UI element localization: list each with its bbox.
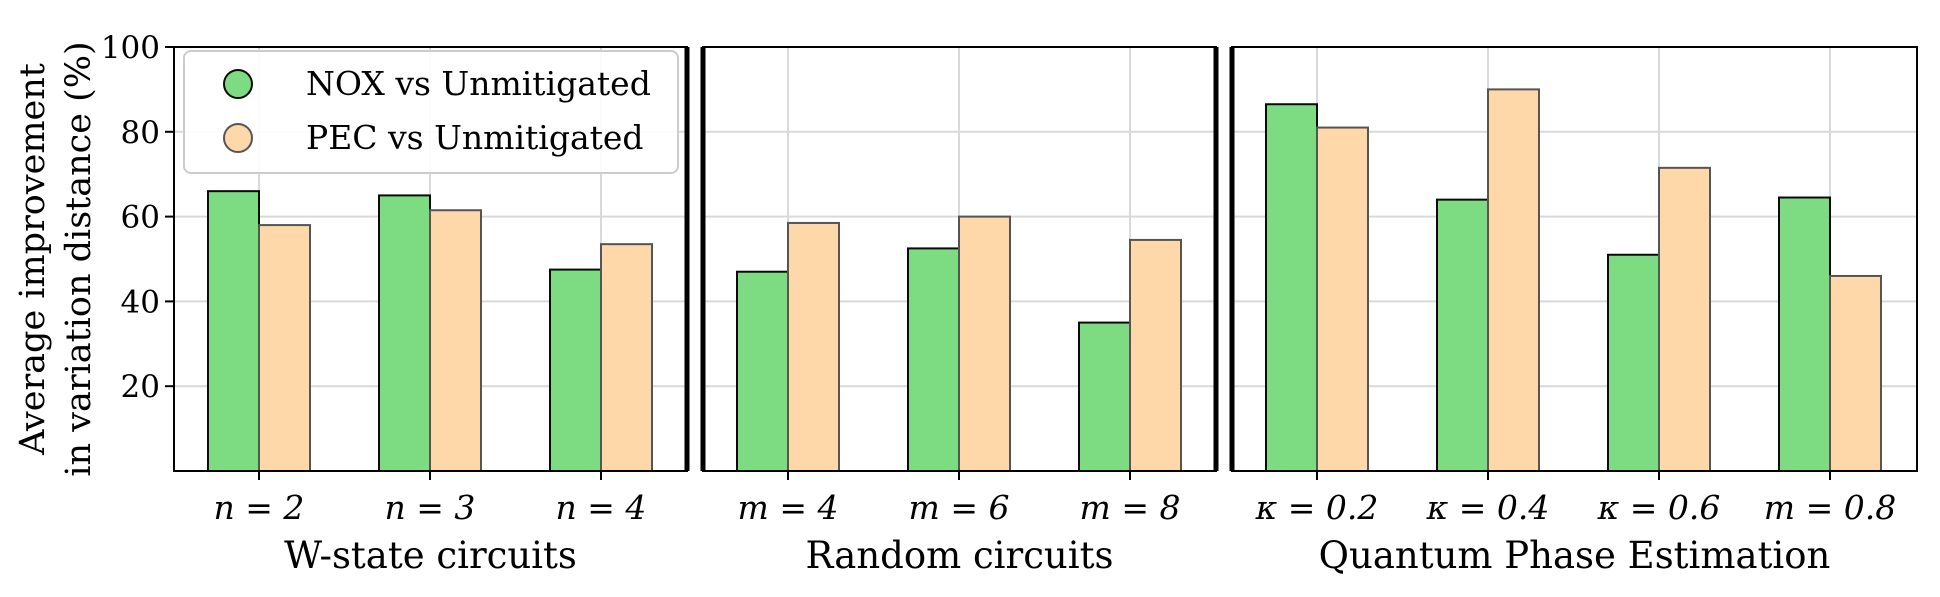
x-tick-label: κ = 0.6 — [1597, 488, 1721, 527]
bar — [1316, 126, 1369, 472]
x-tick-label: m = 8 — [1080, 488, 1181, 527]
bars-layer — [207, 88, 1882, 473]
bar — [1487, 88, 1540, 473]
x-tick-label: n = 4 — [556, 488, 647, 527]
bar — [429, 209, 482, 473]
group-label: W-state circuits — [284, 534, 577, 577]
bar — [207, 190, 260, 472]
bar — [958, 215, 1011, 472]
legend-label: PEC vs Unmitigated — [306, 118, 644, 157]
legend-marker — [223, 123, 253, 153]
frame-layer — [165, 46, 1918, 480]
bar — [1829, 274, 1882, 472]
bar — [258, 224, 311, 472]
labels-layer: n = 2 n = 3 n = 4 W-state circuits m = 4 m = … — [13, 30, 1896, 577]
bar — [1078, 321, 1131, 472]
bar — [1265, 103, 1318, 473]
bar — [736, 270, 789, 472]
x-tick-label: κ = 0.2 — [1255, 488, 1379, 527]
bar — [1436, 198, 1489, 472]
bar — [1658, 166, 1711, 472]
y-tick-label: 100 — [101, 30, 160, 66]
legend-label: NOX vs Unmitigated — [306, 64, 651, 103]
y-tick-label: 60 — [121, 200, 160, 236]
bar — [787, 221, 840, 472]
y-axis-label-line-2: in variation distance (%) — [59, 41, 99, 476]
y-tick-label: 80 — [121, 115, 160, 151]
legend: NOX vs Unmitigated PEC vs Unmitigated — [183, 50, 679, 174]
group-label: Random circuits — [806, 534, 1114, 577]
bar — [549, 268, 602, 472]
x-tick-label: κ = 0.4 — [1426, 488, 1550, 527]
legend-box — [183, 50, 679, 174]
legend-marker — [223, 69, 253, 99]
x-tick-label: m = 4 — [738, 488, 839, 527]
group-label: Quantum Phase Estimation — [1319, 534, 1831, 577]
x-tick-label: m = 6 — [909, 488, 1010, 527]
bar — [1778, 196, 1831, 473]
bar — [600, 243, 653, 472]
bar — [907, 247, 960, 472]
bar — [1129, 238, 1182, 472]
bar — [1607, 253, 1660, 472]
y-tick-label: 20 — [121, 369, 160, 405]
y-axis-label-line-1: Average improvement — [13, 63, 53, 456]
y-tick-label: 40 — [121, 284, 160, 320]
bar — [378, 194, 431, 472]
x-tick-label: n = 2 — [214, 488, 305, 527]
x-tick-label: n = 3 — [385, 488, 476, 527]
x-tick-label: m = 0.8 — [1764, 488, 1896, 527]
